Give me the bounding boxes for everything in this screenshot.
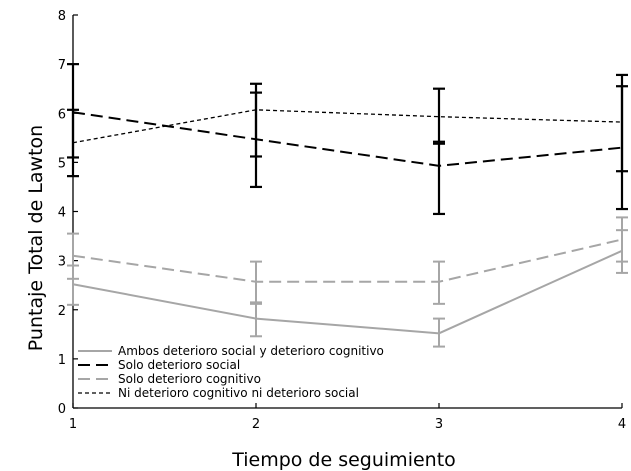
- legend-label: Ni deterioro cognitivo ni deterioro soci…: [118, 386, 359, 400]
- x-axis-label: Tiempo de seguimiento: [231, 449, 456, 471]
- y-tick-label: 8: [58, 9, 66, 24]
- y-tick-label: 5: [58, 156, 66, 171]
- legend-label: Solo deterioro social: [118, 358, 240, 372]
- y-tick-label: 0: [58, 402, 66, 417]
- series-line: [72, 109, 623, 144]
- y-tick-label: 4: [58, 206, 66, 221]
- y-tick-label: 2: [58, 304, 66, 319]
- legend: Ambos deterioro social y deterioro cogni…: [78, 344, 384, 400]
- error-bars: [67, 63, 628, 348]
- x-tick-label: 2: [252, 417, 260, 432]
- series-line: [72, 238, 623, 283]
- legend-label: Ambos deterioro social y deterioro cogni…: [118, 344, 384, 358]
- series-line: [72, 249, 623, 335]
- y-tick-label: 7: [58, 58, 66, 73]
- y-tick-label: 6: [58, 107, 66, 122]
- legend-label: Solo deterioro cognitivo: [118, 372, 261, 386]
- y-axis-label: Puntaje Total de Lawton: [25, 125, 47, 351]
- y-tick-label: 1: [58, 353, 66, 368]
- x-tick-label: 3: [435, 417, 443, 432]
- x-tick-label: 4: [618, 417, 626, 432]
- series-lines: [72, 109, 623, 335]
- x-tick-label: 1: [69, 417, 77, 432]
- y-tick-label: 3: [58, 255, 66, 270]
